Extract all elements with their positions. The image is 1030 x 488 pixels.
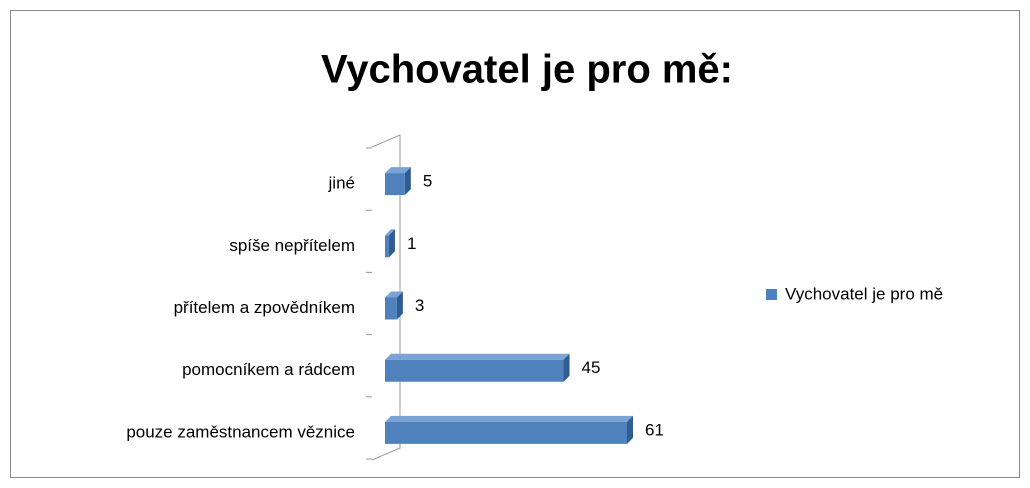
bar bbox=[385, 415, 633, 444]
chart-frame bbox=[10, 10, 1020, 478]
category-label: jiné bbox=[328, 174, 355, 193]
bar-top bbox=[385, 415, 633, 422]
bar-side bbox=[396, 291, 403, 320]
bar-top bbox=[385, 291, 403, 298]
bar-front bbox=[385, 421, 627, 444]
bar-top bbox=[385, 229, 395, 236]
category-label: přítelem a zpovědníkem bbox=[174, 298, 355, 317]
bar bbox=[385, 291, 403, 320]
bar-front bbox=[385, 173, 405, 196]
bar-side bbox=[627, 415, 633, 444]
value-label: 45 bbox=[582, 358, 601, 377]
chart-title: Vychovatel je pro mě: bbox=[321, 48, 733, 92]
bar bbox=[385, 167, 411, 196]
bar-front bbox=[385, 297, 397, 320]
bar-front bbox=[385, 359, 564, 382]
category-label: pouze zaměstnancem věznice bbox=[126, 422, 355, 441]
bar bbox=[385, 353, 570, 382]
legend-label: Vychovatel je pro mě bbox=[785, 284, 943, 303]
bar-side bbox=[563, 353, 570, 382]
category-label: pomocníkem a rádcem bbox=[182, 360, 355, 379]
category-label: spíše nepřítelem bbox=[229, 236, 355, 255]
bar-side bbox=[388, 229, 395, 258]
bar-front bbox=[385, 235, 389, 258]
value-label: 5 bbox=[423, 172, 432, 191]
bar-top bbox=[385, 167, 411, 174]
value-label: 61 bbox=[645, 420, 664, 439]
legend-swatch bbox=[766, 289, 777, 300]
value-label: 1 bbox=[407, 234, 416, 253]
value-label: 3 bbox=[415, 296, 424, 315]
bar-top bbox=[385, 353, 570, 360]
bar bbox=[385, 229, 395, 258]
bar-side bbox=[404, 167, 411, 196]
